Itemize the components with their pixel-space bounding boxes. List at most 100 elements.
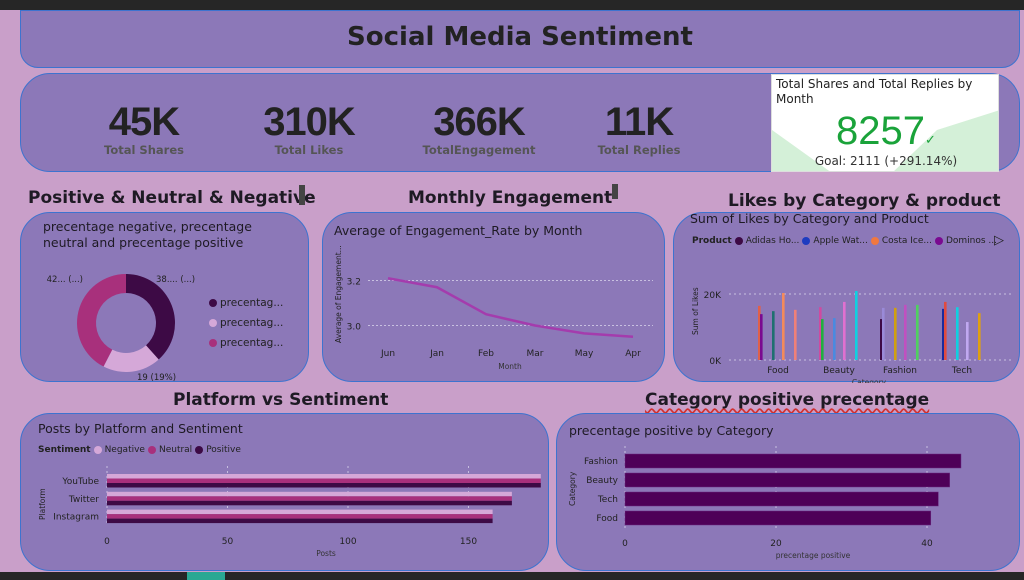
- section-marker: [299, 185, 305, 205]
- bar: [855, 291, 858, 360]
- x-axis-title: Category: [852, 378, 887, 383]
- page-title: Social Media Sentiment: [347, 22, 693, 52]
- bar: [944, 301, 947, 360]
- bar: [107, 483, 541, 488]
- kpi-label: Total Shares: [104, 143, 184, 157]
- kpi-value: 310K: [263, 100, 356, 144]
- platform-chart[interactable]: 0 50 100 150 YouTube Twitter Instagram Posts Pla…: [21, 414, 550, 572]
- y-tick-label: Twitter: [68, 495, 99, 505]
- y-tick-label: Beauty: [586, 476, 618, 486]
- bar: [772, 311, 775, 360]
- bar: [966, 322, 969, 360]
- kpi-card-title: Total Shares and Total Replies by Month: [776, 77, 973, 106]
- category-chart[interactable]: 0 20 40 Fashion Beauty Tech Food precentage pos…: [557, 414, 1021, 572]
- y-tick-label: YouTube: [61, 477, 99, 487]
- kpi-value: 366K: [433, 100, 526, 144]
- donut-data-label: 42... (...): [47, 275, 83, 285]
- legend-label[interactable]: Costa Ice...: [881, 236, 932, 246]
- bar: [956, 307, 959, 360]
- x-axis-title: Posts: [316, 549, 336, 558]
- section-title-likes: Likes by Category & product: [728, 191, 1001, 211]
- legend-label[interactable]: Neutral: [158, 445, 193, 455]
- y-axis-title: Platform: [38, 488, 47, 520]
- check-icon: ✓: [925, 133, 936, 148]
- kpi-label: TotalEngagement: [422, 143, 536, 157]
- line-panel[interactable]: Average of Engagement_Rate by Month 3.2 3…: [322, 212, 665, 382]
- y-tick-label: Tech: [597, 495, 618, 505]
- donut-slice: [126, 274, 175, 360]
- x-tick-label: 0: [104, 537, 110, 547]
- bar: [942, 308, 945, 360]
- legend-title: Sentiment: [38, 445, 91, 455]
- kpi-label: Total Replies: [597, 143, 681, 157]
- y-axis-title: Category: [568, 471, 577, 506]
- kpi-total-engagement: 366K TotalEngagement: [399, 100, 559, 157]
- legend-item[interactable]: precentag...: [209, 317, 283, 329]
- section-title-category: Category positive precentage: [645, 390, 930, 410]
- status-bar: [0, 572, 1024, 580]
- kpi-card-shares-replies[interactable]: Total Shares and Total Replies by Month …: [771, 74, 999, 172]
- page-tab-active[interactable]: [187, 572, 225, 580]
- y-axis-title: Average of Engagement...: [334, 245, 343, 343]
- legend-label[interactable]: Adidas Ho...: [745, 236, 800, 246]
- y-tick-label: Instagram: [53, 513, 99, 523]
- legend-label[interactable]: Positive: [206, 445, 241, 455]
- likes-panel[interactable]: Sum of Likes by Category and Product Pro…: [673, 211, 1021, 383]
- x-tick-label: 50: [222, 537, 234, 547]
- donut-data-label: 19 (19%): [137, 373, 176, 383]
- kpi-label: Total Likes: [274, 143, 344, 157]
- bar: [782, 293, 785, 360]
- bar: [758, 305, 761, 360]
- kpi-value: 11K: [604, 100, 674, 144]
- bar: [107, 496, 512, 501]
- section-title-monthly: Monthly Engagement: [408, 188, 613, 208]
- y-tick-label: 0K: [709, 357, 722, 367]
- y-axis-title: Sum of Likes: [691, 287, 700, 335]
- legend-next-arrow-icon[interactable]: ▷: [994, 233, 1004, 248]
- kpi-value: 45K: [108, 100, 180, 144]
- bar: [760, 314, 763, 360]
- donut-chart[interactable]: 38.... (...) 19 (19%) 42... (...): [21, 213, 310, 383]
- x-tick-label: Beauty: [823, 366, 855, 376]
- legend-label[interactable]: Dominos ...: [945, 236, 998, 246]
- window-toolbar: [0, 0, 1024, 10]
- bar: [107, 478, 541, 483]
- kpi-total-shares: 45K Total Shares: [64, 100, 224, 157]
- x-tick-label: Food: [767, 366, 789, 376]
- platform-panel[interactable]: Posts by Platform and Sentiment Sentimen…: [20, 413, 549, 571]
- likes-legend: Product Adidas Ho... Apple Wat... Costa …: [692, 236, 997, 246]
- legend-label[interactable]: Apple Wat...: [813, 236, 868, 246]
- x-tick-label: Fashion: [883, 366, 917, 376]
- x-tick-label: 20: [770, 539, 782, 549]
- platform-legend: Sentiment Negative Neutral Positive: [38, 445, 241, 455]
- y-tick-label: 3.0: [347, 323, 362, 333]
- legend-item[interactable]: precentag...: [209, 297, 283, 309]
- legend-item[interactable]: precentag...: [209, 337, 283, 349]
- bar: [107, 491, 512, 497]
- donut-panel[interactable]: precentage negative, precentage neutral …: [20, 212, 310, 383]
- bar: [107, 509, 493, 515]
- bar: [916, 304, 919, 360]
- x-tick-label: 100: [339, 537, 356, 547]
- x-tick-label: 40: [921, 539, 933, 549]
- x-tick-label: Feb: [478, 349, 494, 359]
- category-panel[interactable]: precentage positive by Category 0 20 40 Fas…: [556, 413, 1020, 571]
- bar: [821, 319, 824, 360]
- legend-label[interactable]: Negative: [104, 445, 145, 455]
- platform-title: Posts by Platform and Sentiment: [38, 421, 243, 436]
- x-tick-label: May: [575, 349, 594, 359]
- y-tick-label: Fashion: [584, 457, 618, 467]
- likes-title: Sum of Likes by Category and Product: [690, 211, 929, 226]
- bar: [833, 318, 836, 360]
- legend-title: Product: [692, 236, 732, 246]
- donut-slice: [77, 274, 126, 367]
- kpi-card-goal: Goal: 2111 (+291.14%): [814, 154, 958, 168]
- title-panel: Social Media Sentiment: [20, 10, 1020, 68]
- bar: [624, 472, 950, 488]
- kpi-card-value: 8257: [836, 109, 926, 153]
- bar: [978, 313, 981, 360]
- x-tick-label: 150: [460, 537, 477, 547]
- x-tick-label: Jun: [380, 349, 395, 359]
